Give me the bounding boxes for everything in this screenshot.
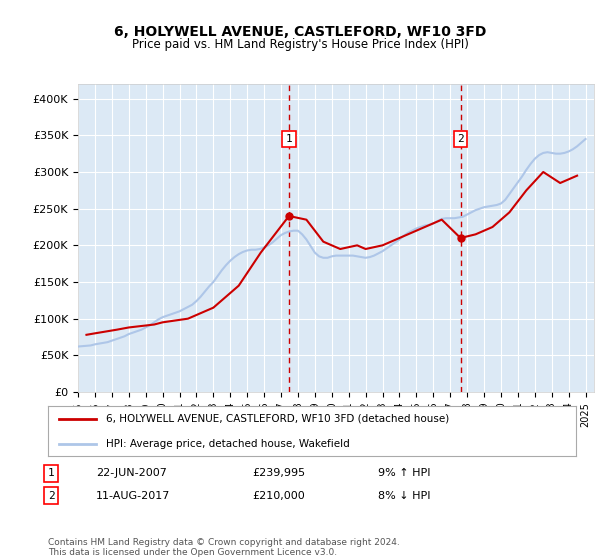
Text: £210,000: £210,000 [252, 491, 305, 501]
Text: Price paid vs. HM Land Registry's House Price Index (HPI): Price paid vs. HM Land Registry's House … [131, 38, 469, 51]
Text: 1: 1 [286, 134, 292, 144]
Text: 11-AUG-2017: 11-AUG-2017 [96, 491, 170, 501]
Text: HPI: Average price, detached house, Wakefield: HPI: Average price, detached house, Wake… [106, 439, 350, 449]
Text: £239,995: £239,995 [252, 468, 305, 478]
Text: 8% ↓ HPI: 8% ↓ HPI [378, 491, 431, 501]
Text: 6, HOLYWELL AVENUE, CASTLEFORD, WF10 3FD: 6, HOLYWELL AVENUE, CASTLEFORD, WF10 3FD [114, 25, 486, 39]
Text: 22-JUN-2007: 22-JUN-2007 [96, 468, 167, 478]
Text: 9% ↑ HPI: 9% ↑ HPI [378, 468, 431, 478]
Text: 2: 2 [47, 491, 55, 501]
Text: Contains HM Land Registry data © Crown copyright and database right 2024.
This d: Contains HM Land Registry data © Crown c… [48, 538, 400, 557]
Text: 1: 1 [47, 468, 55, 478]
Text: 2: 2 [457, 134, 464, 144]
Text: 6, HOLYWELL AVENUE, CASTLEFORD, WF10 3FD (detached house): 6, HOLYWELL AVENUE, CASTLEFORD, WF10 3FD… [106, 414, 449, 423]
